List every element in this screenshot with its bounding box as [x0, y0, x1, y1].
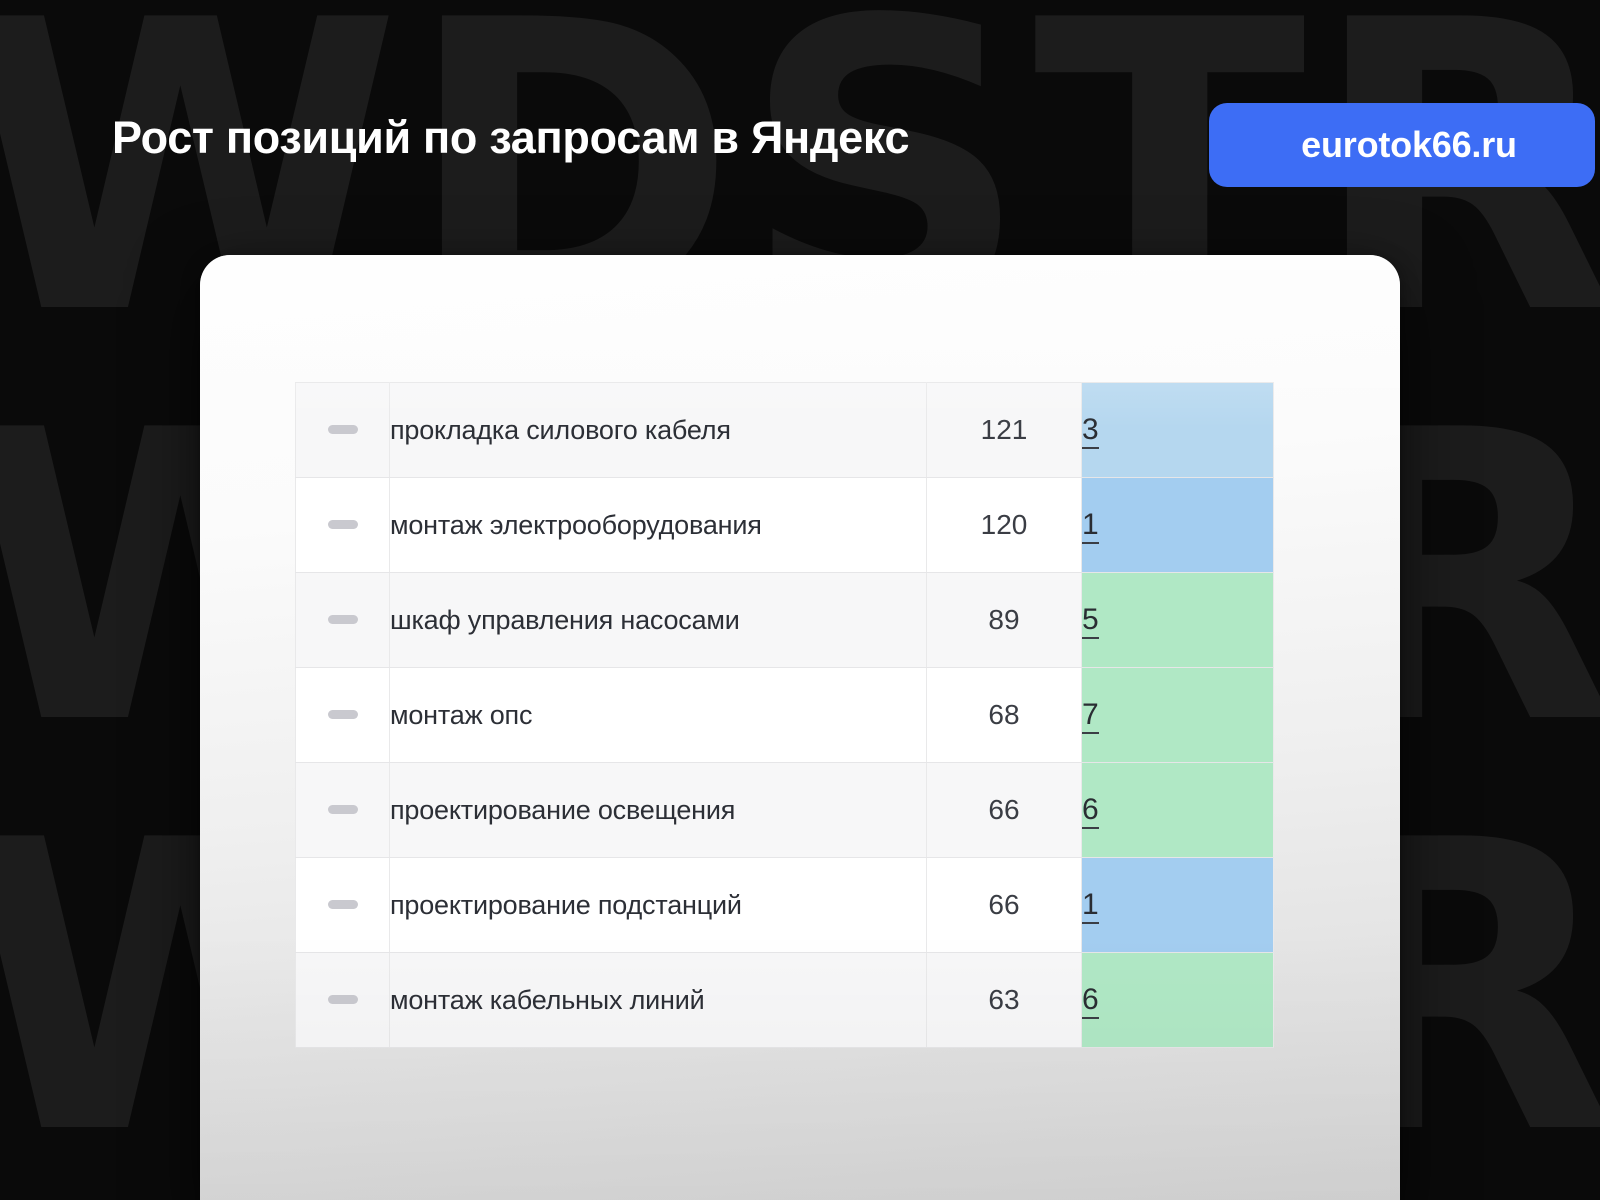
position-cell: 3 [1081, 382, 1274, 478]
position-cell: 1 [1081, 477, 1274, 573]
query-cell: монтаж кабельных линий [389, 952, 927, 1048]
table-row[interactable]: монтаж электрооборудования 120 1 [295, 477, 1274, 573]
frequency-cell: 120 [926, 477, 1082, 573]
query-cell: монтаж опс [389, 667, 927, 763]
screenshot-card: прокладка силового кабеля 121 3 монтаж э… [200, 255, 1400, 1200]
dash-icon [327, 615, 358, 624]
frequency-cell: 121 [926, 382, 1082, 478]
position-value: 5 [1082, 603, 1099, 639]
table-row[interactable]: прокладка силового кабеля 121 3 [295, 382, 1274, 478]
row-marker-cell [295, 857, 390, 953]
rankings-table: прокладка силового кабеля 121 3 монтаж э… [295, 382, 1274, 1048]
query-cell: проектирование освещения [389, 762, 927, 858]
domain-badge-label: eurotok66.ru [1301, 124, 1517, 165]
table-row[interactable]: проектирование освещения 66 6 [295, 762, 1274, 858]
position-value: 3 [1082, 413, 1099, 449]
position-value: 6 [1082, 793, 1099, 829]
rankings-table-body: прокладка силового кабеля 121 3 монтаж э… [295, 382, 1274, 1048]
query-cell: монтаж электрооборудования [389, 477, 927, 573]
frequency-cell: 89 [926, 572, 1082, 668]
dash-icon [327, 520, 358, 529]
row-marker-cell [295, 952, 390, 1048]
position-value: 1 [1082, 888, 1099, 924]
dash-icon [327, 995, 358, 1004]
row-marker-cell [295, 382, 390, 478]
dash-icon [327, 710, 358, 719]
domain-badge[interactable]: eurotok66.ru [1209, 103, 1595, 187]
query-cell: шкаф управления насосами [389, 572, 927, 668]
position-cell: 7 [1081, 667, 1274, 763]
dash-icon [327, 425, 358, 434]
position-cell: 1 [1081, 857, 1274, 953]
query-cell: прокладка силового кабеля [389, 382, 927, 478]
position-cell: 6 [1081, 952, 1274, 1048]
position-value: 6 [1082, 983, 1099, 1019]
row-marker-cell [295, 667, 390, 763]
row-marker-cell [295, 762, 390, 858]
position-cell: 5 [1081, 572, 1274, 668]
row-marker-cell [295, 572, 390, 668]
table-row[interactable]: проектирование подстанций 66 1 [295, 857, 1274, 953]
frequency-cell: 66 [926, 762, 1082, 858]
table-row[interactable]: шкаф управления насосами 89 5 [295, 572, 1274, 668]
query-cell: проектирование подстанций [389, 857, 927, 953]
dash-icon [327, 805, 358, 814]
frequency-cell: 66 [926, 857, 1082, 953]
position-value: 7 [1082, 698, 1099, 734]
frequency-cell: 68 [926, 667, 1082, 763]
dash-icon [327, 900, 358, 909]
position-cell: 6 [1081, 762, 1274, 858]
position-value: 1 [1082, 508, 1099, 544]
table-row[interactable]: монтаж кабельных линий 63 6 [295, 952, 1274, 1048]
table-row[interactable]: монтаж опс 68 7 [295, 667, 1274, 763]
frequency-cell: 63 [926, 952, 1082, 1048]
page-title: Рост позиций по запросам в Яндекс [112, 112, 910, 163]
row-marker-cell [295, 477, 390, 573]
